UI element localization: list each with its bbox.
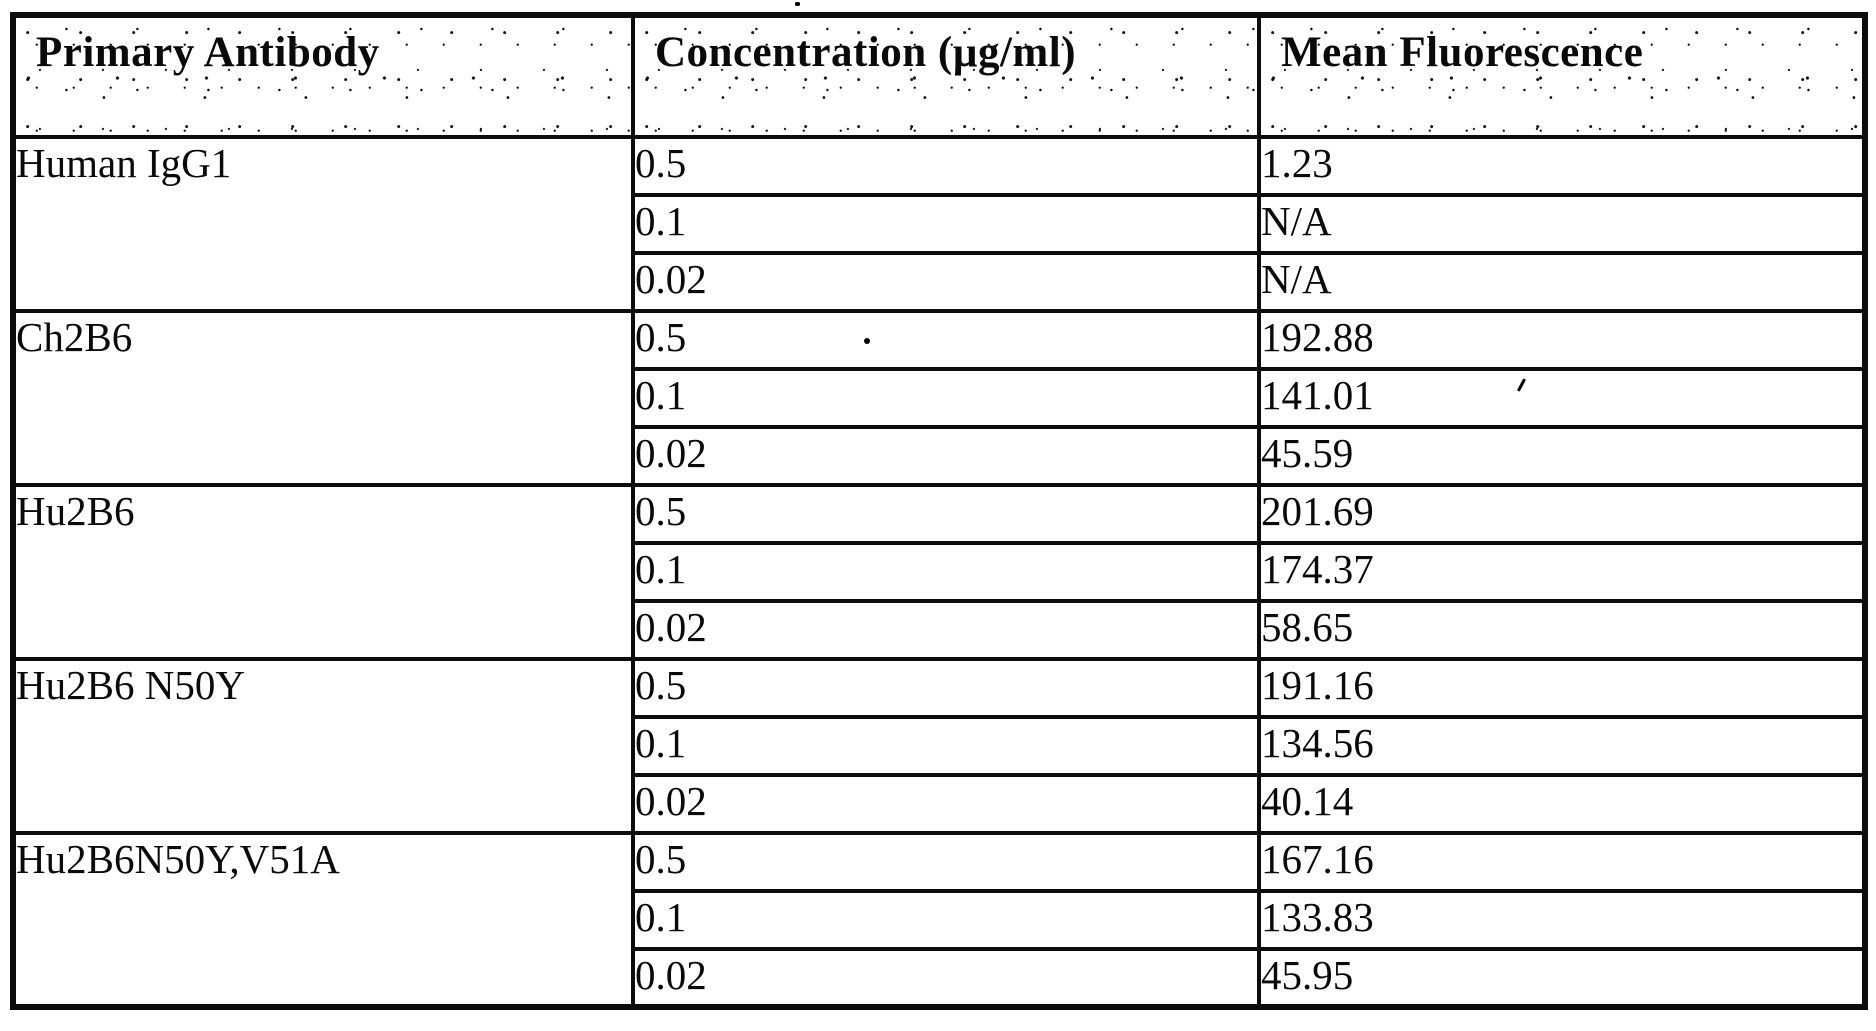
antibody-cell: Hu2B6 — [11, 483, 635, 661]
fluorescence-cell: N/A — [1257, 193, 1867, 255]
fluorescence-cell: 40.14 — [1257, 773, 1867, 835]
antibody-cell: Hu2B6 N50Y — [11, 657, 635, 835]
concentration-cell: 0.1 — [631, 367, 1261, 429]
fluorescence-results-table: Primary Antibody Concentration (µg/ml) M… — [10, 12, 1868, 1010]
fluorescence-cell: 201.69 — [1257, 483, 1867, 545]
fluorescence-cell: 133.83 — [1257, 889, 1867, 951]
concentration-cell: 0.02 — [631, 773, 1261, 835]
concentration-cell: 0.5 — [631, 831, 1261, 893]
fluorescence-cell: 167.16 — [1257, 831, 1867, 893]
table-row: Hu2B6 N50Y 0.5 191.16 — [11, 657, 1867, 835]
fluorescence-cell: N/A — [1257, 251, 1867, 313]
fluorescence-cell: 174.37 — [1257, 541, 1867, 603]
table-row: 0.1 134.56 — [13, 715, 1867, 777]
fluorescence-cell: 141.01 — [1257, 367, 1867, 429]
table-row: 0.1 N/A — [13, 193, 1867, 255]
concentration-cell: 0.5 — [631, 135, 1261, 197]
concentration-cell: 0.1 — [631, 541, 1261, 603]
table-row: 0.02 40.14 — [13, 773, 1867, 835]
fluorescence-cell: 45.95 — [1257, 947, 1867, 1009]
antibody-cell: Human IgG1 — [11, 135, 635, 313]
concentration-cell: 0.1 — [631, 193, 1261, 255]
fluorescence-cell: 1.23 — [1257, 135, 1867, 197]
concentration-cell: 0.02 — [631, 251, 1261, 313]
table-row: 0.02 45.59 — [13, 425, 1867, 487]
fluorescence-cell: 58.65 — [1257, 599, 1867, 661]
table-header-row: Primary Antibody Concentration (µg/ml) M… — [11, 13, 1867, 139]
table-row: 0.02 58.65 — [13, 599, 1867, 661]
concentration-cell: 0.02 — [631, 425, 1261, 487]
table-row: 0.1 133.83 — [13, 889, 1867, 951]
header-mean-fluorescence: Mean Fluorescence — [1257, 13, 1867, 139]
concentration-cell: 0.5 — [631, 657, 1261, 719]
fluorescence-cell: 45.59 — [1257, 425, 1867, 487]
fluorescence-cell: 192.88 — [1257, 309, 1867, 371]
table-row: 0.02 45.95 — [13, 947, 1867, 1009]
table-row: Hu2B6 0.5 201.69 — [11, 483, 1867, 661]
table-row: Hu2B6N50Y,V51A 0.5 167.16 — [11, 831, 1867, 1009]
scan-artifact-dot — [795, 2, 800, 6]
table-row: Human IgG1 0.5 1.23 — [11, 135, 1867, 313]
header-primary-antibody: Primary Antibody — [11, 13, 635, 139]
concentration-cell: 0.5 — [631, 309, 1261, 371]
header-concentration: Concentration (µg/ml) — [631, 13, 1261, 139]
concentration-cell: 0.1 — [631, 889, 1261, 951]
antibody-cell: Ch2B6 — [11, 309, 635, 487]
concentration-cell: 0.02 — [631, 599, 1261, 661]
table-row: Ch2B6 0.5 192.88 — [11, 309, 1867, 487]
table-row: 0.1 174.37 — [13, 541, 1867, 603]
table-row: 0.02 N/A — [13, 251, 1867, 313]
fluorescence-cell: 191.16 — [1257, 657, 1867, 719]
table-row: 0.1 141.01 — [13, 367, 1867, 429]
concentration-cell: 0.1 — [631, 715, 1261, 777]
concentration-cell: 0.02 — [631, 947, 1261, 1009]
antibody-cell: Hu2B6N50Y,V51A — [11, 831, 635, 1009]
concentration-cell: 0.5 — [631, 483, 1261, 545]
fluorescence-cell: 134.56 — [1257, 715, 1867, 777]
